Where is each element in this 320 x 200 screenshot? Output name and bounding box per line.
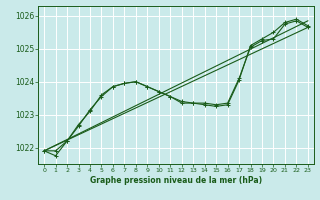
X-axis label: Graphe pression niveau de la mer (hPa): Graphe pression niveau de la mer (hPa) (90, 176, 262, 185)
